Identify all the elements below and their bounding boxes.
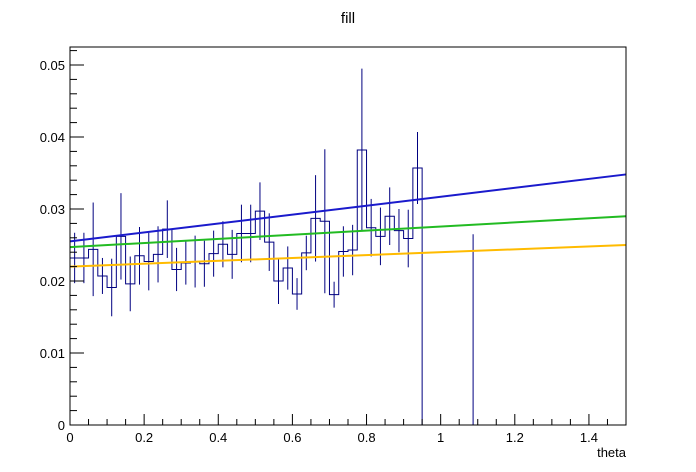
- histogram-outline: [69, 149, 432, 426]
- x-axis-label: theta: [597, 445, 627, 460]
- x-tick-label: 0.8: [357, 430, 375, 445]
- x-tick-label: 1.4: [580, 430, 598, 445]
- fit-line-2: [69, 215, 627, 249]
- x-tick-label: 1: [437, 430, 444, 445]
- chart-title: fill: [341, 10, 355, 27]
- plot-frame: [69, 46, 627, 426]
- y-tick-label: 0: [58, 418, 65, 433]
- x-tick-label: 0.4: [209, 430, 227, 445]
- histogram: [69, 68, 474, 426]
- fit-line-1: [69, 173, 627, 243]
- x-tick-label: 0: [66, 430, 73, 445]
- fit-line-3: [69, 244, 627, 268]
- x-tick-label: 0.2: [135, 430, 153, 445]
- x-tick-label: 1.2: [506, 430, 524, 445]
- y-tick-label: 0.02: [40, 274, 65, 289]
- y-tick-label: 0.01: [40, 346, 65, 361]
- x-tick-label: 0.6: [283, 430, 301, 445]
- y-tick-label: 0.04: [40, 130, 65, 145]
- fit-lines: [69, 173, 627, 268]
- y-tick-label: 0.03: [40, 202, 65, 217]
- y-tick-label: 0.05: [40, 58, 65, 73]
- axes: 0 0.2 0.4 0.6 0.8 1 1.2 1.4 0 0.01 0.02 0.03 0.04 0.0…: [40, 46, 627, 445]
